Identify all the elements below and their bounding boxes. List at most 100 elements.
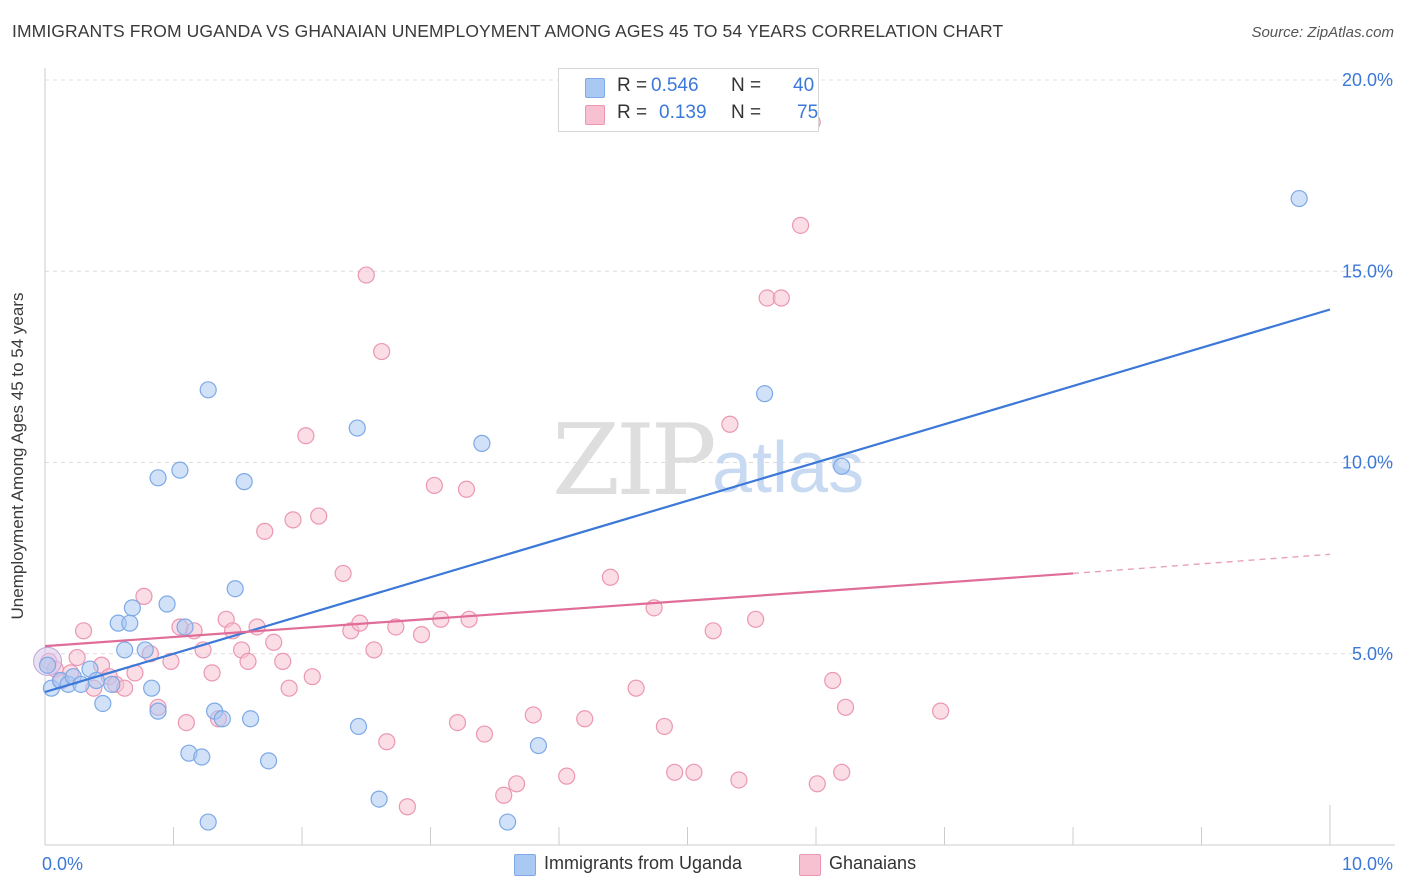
ghanaians-point	[177, 713, 195, 732]
ghanaians-point	[601, 568, 620, 586]
ghanaians-point	[524, 706, 542, 724]
uganda-point	[143, 679, 161, 697]
uganda-point	[199, 813, 217, 831]
uganda-trend-line	[44, 308, 1331, 694]
uganda-point	[213, 710, 231, 728]
legend-r-label: R =	[617, 102, 648, 123]
bottom-legend-label-ghanaians: Ghanaians	[829, 853, 917, 873]
ghanaians-point	[495, 786, 513, 804]
y-tick-label: 10.0%	[1342, 453, 1393, 473]
ghanaians-point	[824, 671, 842, 690]
ghanaians-trend-line	[44, 572, 1074, 648]
ghanaians-point	[666, 763, 684, 781]
ghanaians-point	[475, 725, 494, 743]
ghanaians-point	[239, 652, 257, 671]
uganda-point	[103, 675, 121, 693]
uganda-point	[171, 461, 189, 479]
y-tick-label: 15.0%	[1342, 261, 1393, 281]
uganda-point	[473, 434, 491, 452]
ghanaians-point	[387, 618, 405, 636]
ghanaians-point	[730, 771, 748, 789]
uganda-point	[123, 599, 141, 617]
grid-lines	[45, 79, 1395, 655]
uganda-point	[755, 385, 774, 403]
uganda-point	[136, 641, 154, 659]
ghanaians-point	[460, 610, 478, 628]
uganda-point	[199, 381, 217, 399]
legend-n-value: 75	[797, 102, 819, 123]
ghanaians-point	[627, 679, 645, 697]
uganda-point	[348, 419, 366, 437]
bottom-legend-label-uganda: Immigrants from Uganda	[544, 853, 743, 873]
ghanaians-point	[284, 511, 302, 529]
ghanaians-point	[373, 342, 391, 361]
x-tick-label: 10.0%	[1342, 854, 1393, 874]
ghanaians-point	[833, 763, 851, 781]
x-tick-label: 0.0%	[42, 854, 83, 874]
uganda-point	[226, 580, 244, 598]
bottom-legend-swatch-uganda	[514, 854, 536, 876]
ghanaians-point	[280, 679, 298, 697]
ghanaians-point	[721, 415, 739, 433]
ghanaians-point	[365, 641, 383, 659]
ghanaians-point	[68, 648, 86, 667]
ghanaians-point	[357, 266, 375, 284]
source-credit: Source: ZipAtlas.com	[1251, 24, 1394, 41]
ghanaians-point	[274, 652, 292, 671]
uganda-point	[94, 694, 112, 713]
tick-labels: 5.0% 10.0% 15.0% 20.0% 0.0% 10.0%	[42, 70, 1393, 874]
ghanaians-point	[448, 713, 467, 732]
legend-r-value: 0.139	[659, 102, 707, 123]
ghanaians-point	[457, 480, 476, 498]
ghanaians-point	[791, 216, 810, 234]
ghanaians-point	[576, 710, 594, 728]
uganda-point	[193, 748, 211, 766]
uganda-point	[370, 790, 388, 808]
ghanaians-point	[378, 733, 396, 751]
legend-r-label: R =	[617, 75, 648, 96]
uganda-point	[529, 736, 548, 755]
uganda-point	[1290, 189, 1308, 208]
y-axis-label: Unemployment Among Ages 45 to 54 years	[8, 292, 27, 620]
ghanaians-point	[297, 427, 315, 445]
chart-title: IMMIGRANTS FROM UGANDA VS GHANAIAN UNEMP…	[12, 21, 1004, 41]
legend-r-value: 0.546	[651, 75, 699, 96]
ghanaians-point	[772, 289, 790, 307]
legend-swatch-ghanaians	[585, 105, 605, 125]
trend-lines	[44, 308, 1331, 694]
ghanaians-point	[747, 610, 765, 628]
axes	[44, 68, 1395, 846]
ghanaians-point	[334, 564, 352, 583]
ghanaians-point	[303, 668, 321, 686]
bottom-legend-swatch-ghanaians	[799, 854, 821, 876]
legend-n-label: N =	[731, 75, 762, 96]
uganda-points	[38, 189, 1308, 831]
ghanaians-point	[74, 622, 93, 640]
uganda-point	[158, 595, 176, 613]
uganda-point	[149, 702, 167, 720]
y-tick-label: 20.0%	[1342, 70, 1393, 90]
uganda-point	[149, 469, 167, 487]
ghanaians-point	[256, 522, 274, 540]
ghanaians-point	[425, 476, 443, 495]
y-tick-label: 5.0%	[1352, 644, 1393, 664]
ghanaians-point	[203, 664, 221, 682]
uganda-point	[349, 717, 368, 736]
ghanaians-point	[704, 622, 722, 640]
uganda-point	[121, 614, 139, 632]
legend-n-label: N =	[731, 102, 762, 123]
uganda-point	[499, 813, 517, 831]
ghanaians-point	[507, 775, 526, 793]
ghanaians-point	[655, 717, 673, 736]
uganda-point	[235, 473, 253, 491]
uganda-point	[259, 752, 278, 770]
ghanaians-point	[135, 587, 153, 605]
uganda-point	[242, 710, 260, 728]
legend-n-value: 40	[793, 75, 815, 96]
correlation-legend: R = 0.546 N = 40 R = 0.139 N = 75	[558, 68, 819, 132]
uganda-point	[833, 457, 851, 475]
ghanaians-point	[836, 698, 855, 716]
ghanaians-point	[808, 775, 826, 793]
ghanaians-point	[265, 633, 283, 651]
